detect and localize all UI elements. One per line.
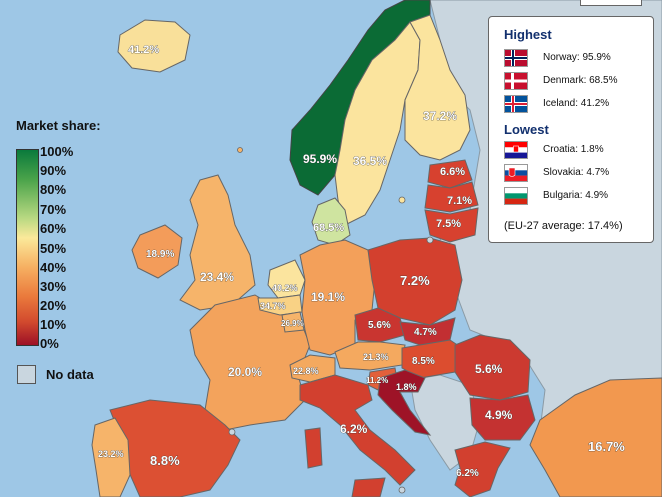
legend-tick: 70% — [40, 202, 67, 217]
country-portugal — [91, 417, 131, 497]
country-bulgaria — [469, 394, 536, 441]
island-sardinia — [304, 427, 323, 469]
legend-tick: 10% — [40, 317, 67, 332]
highest-text: Denmark: 68.5% — [543, 75, 618, 86]
country-italy — [299, 374, 416, 486]
country-turkey — [529, 377, 662, 497]
lowest-row-croatia: Croatia: 1.8% — [504, 141, 654, 161]
lowest-title: Lowest — [504, 122, 549, 137]
label-greece: 6.2% — [456, 468, 479, 479]
label-denmark: 68.5% — [313, 222, 344, 234]
country-finland — [404, 14, 471, 161]
label-norway: 95.9% — [303, 152, 337, 166]
label-switzerland: 22.8% — [293, 366, 319, 376]
label-finland: 37.2% — [423, 109, 457, 123]
legend-tick: 40% — [40, 260, 67, 275]
label-italy: 6.2% — [340, 422, 368, 436]
country-lithuania — [424, 207, 479, 243]
eu-average: (EU-27 average: 17.4%) — [504, 220, 623, 232]
label-ireland: 18.9% — [146, 249, 174, 260]
label-iceland: 41.2% — [128, 44, 159, 56]
country-greece — [454, 441, 511, 497]
label-luxembourg: 26.9% — [281, 319, 304, 328]
label-estonia: 6.6% — [440, 166, 465, 178]
label-slovenia: 11.2% — [366, 376, 388, 385]
country-poland — [367, 237, 463, 326]
country-latvia — [424, 181, 479, 213]
legend-tick: 100% — [40, 144, 74, 159]
country-croatia — [377, 369, 432, 436]
island-shetland — [237, 147, 243, 153]
country-germany — [299, 239, 376, 356]
label-germany: 19.1% — [311, 290, 345, 304]
top-edge-box — [580, 0, 642, 6]
iceland-flag-icon — [504, 95, 528, 113]
label-portugal: 23.2% — [98, 449, 124, 459]
legend-tick: 30% — [40, 279, 67, 294]
label-czechia: 5.6% — [368, 320, 391, 331]
color-scale-bar — [16, 149, 39, 346]
country-luxembourg — [281, 311, 305, 333]
label-croatia: 1.8% — [396, 382, 417, 392]
no-data-label: No data — [46, 367, 94, 382]
country-romania — [454, 334, 531, 401]
legend-tick: 90% — [40, 163, 67, 178]
lowest-text: Croatia: 1.8% — [543, 144, 604, 155]
bulgaria-flag-icon — [504, 187, 528, 205]
label-hungary: 8.5% — [412, 356, 435, 367]
highest-row-iceland: Iceland: 41.2% — [504, 95, 654, 115]
highest-row-denmark: Denmark: 68.5% — [504, 72, 654, 92]
label-bulgaria: 4.9% — [485, 408, 513, 422]
ranking-panel: Highest Norway: 95.9% Denmark: 68.5% Ice… — [488, 16, 654, 243]
croatia-flag-icon — [504, 141, 528, 159]
label-france: 20.0% — [228, 365, 262, 379]
lowest-row-bulgaria: Bulgaria: 4.9% — [504, 187, 654, 207]
norway-flag-icon — [504, 49, 528, 67]
label-poland: 7.2% — [400, 273, 430, 288]
legend-tick: 50% — [40, 241, 67, 256]
label-lithuania: 7.5% — [436, 218, 461, 230]
highest-row-norway: Norway: 95.9% — [504, 49, 654, 69]
legend-title: Market share: — [16, 118, 101, 133]
label-turkey: 16.7% — [588, 439, 625, 454]
label-latvia: 7.1% — [447, 195, 472, 207]
highest-text: Norway: 95.9% — [543, 52, 611, 63]
legend-tick: 0% — [40, 336, 59, 351]
country-ireland — [131, 224, 183, 279]
country-iceland — [117, 19, 191, 73]
island-malta — [398, 486, 406, 494]
legend-tick: 20% — [40, 298, 67, 313]
label-slovakia: 4.7% — [414, 327, 437, 338]
label-austria: 21.3% — [363, 352, 389, 362]
highest-text: Iceland: 41.2% — [543, 98, 610, 109]
island-aland — [426, 236, 434, 244]
island-cyprus-dot — [228, 428, 236, 436]
label-romania: 5.6% — [475, 362, 503, 376]
label-netherlands: 40.2% — [272, 283, 298, 293]
lowest-row-slovakia: Slovakia: 4.7% — [504, 164, 654, 184]
lowest-text: Slovakia: 4.7% — [543, 167, 610, 178]
label-spain: 8.8% — [150, 453, 180, 468]
label-belgium: 34.7% — [260, 301, 286, 311]
island-sicily — [351, 477, 386, 497]
country-estonia — [427, 159, 473, 189]
label-sweden: 36.5% — [353, 154, 387, 168]
highest-title: Highest — [504, 27, 552, 42]
slovakia-flag-icon — [504, 164, 528, 182]
label-united-kingdom: 23.4% — [200, 270, 234, 284]
island-gotland — [398, 196, 406, 204]
legend-tick: 60% — [40, 221, 67, 236]
legend-tick: 80% — [40, 182, 67, 197]
denmark-flag-icon — [504, 72, 528, 90]
lowest-text: Bulgaria: 4.9% — [543, 190, 609, 201]
no-data-swatch — [17, 365, 36, 384]
